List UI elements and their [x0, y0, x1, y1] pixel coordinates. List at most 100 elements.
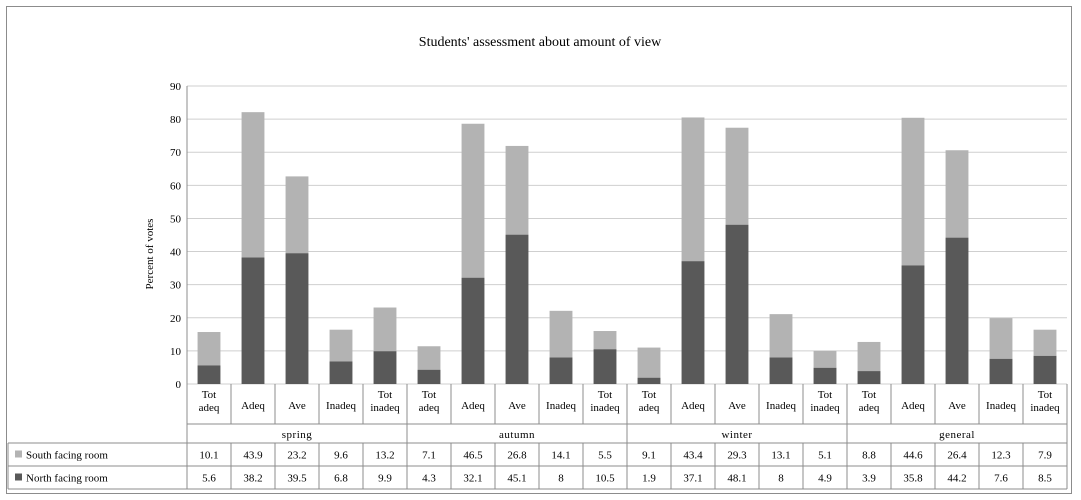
category-label: inadeq [370, 402, 400, 414]
y-tick-label: 30 [170, 280, 182, 292]
table-value: 13.2 [375, 450, 394, 462]
legend-label: South facing room [26, 450, 108, 462]
table-value: 44.2 [947, 473, 966, 485]
table-value: 7.1 [422, 450, 436, 462]
table-value: 4.9 [818, 473, 832, 485]
category-label: Ave [948, 400, 966, 412]
bar-north-facing-room [373, 351, 397, 384]
category-label: Tot [378, 389, 393, 401]
category-label: inadeq [590, 402, 620, 414]
bar-north-facing-room [637, 377, 661, 384]
bar-south-facing-room [461, 123, 485, 278]
category-label: Inadeq [326, 400, 356, 412]
table-value: 46.5 [463, 450, 483, 462]
y-tick-label: 70 [170, 147, 182, 159]
table-value: 8 [778, 473, 784, 485]
bar-north-facing-room [505, 234, 529, 384]
table-value: 8 [558, 473, 564, 485]
chart-title: Students' assessment about amount of vie… [419, 35, 662, 50]
legend-label: North facing room [26, 473, 108, 485]
bar-south-facing-room [417, 346, 441, 370]
bar-north-facing-room [197, 365, 221, 384]
table-value: 32.1 [463, 473, 482, 485]
category-label: adeq [199, 402, 220, 414]
bar-south-facing-room [329, 329, 353, 362]
bar-south-facing-room [901, 117, 925, 266]
table-value: 5.6 [202, 473, 216, 485]
table-value: 37.1 [683, 473, 702, 485]
category-label: Tot [818, 389, 833, 401]
table-value: 4.3 [422, 473, 436, 485]
table-value: 44.6 [903, 450, 923, 462]
y-tick-label: 20 [170, 313, 182, 325]
table-value: 12.3 [991, 450, 1011, 462]
table-value: 43.9 [243, 450, 263, 462]
category-label: Tot [862, 389, 877, 401]
bar-south-facing-room [989, 318, 1013, 359]
table-value: 13.1 [771, 450, 790, 462]
table-value: 7.9 [1038, 450, 1052, 462]
category-label: adeq [639, 402, 660, 414]
bar-south-facing-room [769, 314, 793, 358]
table-value: 38.2 [243, 473, 262, 485]
bar-south-facing-room [725, 127, 749, 225]
bar-north-facing-room [901, 265, 925, 384]
bar-north-facing-room [417, 369, 441, 384]
table-value: 39.5 [287, 473, 307, 485]
table-value: 43.4 [683, 450, 703, 462]
bar-south-facing-room [593, 331, 617, 350]
category-label: Tot [598, 389, 613, 401]
bar-south-facing-room [813, 350, 837, 368]
bar-north-facing-room [813, 367, 837, 384]
bar-south-facing-room [373, 307, 397, 352]
bar-south-facing-room [285, 176, 309, 254]
category-label: Adeq [461, 400, 485, 412]
category-label: Tot [422, 389, 437, 401]
table-value: 29.3 [727, 450, 747, 462]
category-label: Tot [202, 389, 217, 401]
gridlines [186, 85, 1067, 385]
bar-north-facing-room [769, 357, 793, 384]
category-label: Inadeq [766, 400, 796, 412]
legend-key [15, 450, 22, 458]
group-label: autumn [499, 429, 535, 441]
bar-north-facing-room [945, 237, 969, 384]
category-label: Tot [642, 389, 657, 401]
table-value: 5.5 [598, 450, 612, 462]
bar-north-facing-room [549, 357, 573, 384]
bar-north-facing-room [681, 261, 705, 384]
bar-south-facing-room [197, 332, 221, 366]
y-axis-label: Percent of votes [144, 219, 156, 290]
table-value: 26.4 [947, 450, 967, 462]
category-label: inadeq [1030, 402, 1060, 414]
bar-north-facing-room [461, 277, 485, 384]
table-value: 7.6 [994, 473, 1008, 485]
y-tick-label: 90 [170, 81, 182, 93]
bar-north-facing-room [329, 361, 353, 384]
category-label: Adeq [681, 400, 705, 412]
bar-south-facing-room [637, 347, 661, 378]
bar-south-facing-room [241, 112, 265, 258]
group-label: general [939, 429, 975, 441]
table-value: 8.5 [1038, 473, 1052, 485]
category-label: Ave [288, 400, 306, 412]
table-value: 10.1 [199, 450, 218, 462]
category-label: adeq [859, 402, 880, 414]
category-label: Ave [508, 400, 526, 412]
group-label: spring [282, 429, 313, 441]
table-value: 9.1 [642, 450, 656, 462]
bar-south-facing-room [681, 117, 705, 262]
group-label: winter [721, 429, 752, 441]
category-label: Inadeq [986, 400, 1016, 412]
category-label: Inadeq [546, 400, 576, 412]
table-value: 14.1 [551, 450, 570, 462]
table-value: 45.1 [507, 473, 526, 485]
bar-south-facing-room [505, 145, 529, 235]
table-value: 10.5 [595, 473, 615, 485]
category-label: adeq [419, 402, 440, 414]
table-value: 23.2 [287, 450, 306, 462]
bar-north-facing-room [285, 253, 309, 384]
bar-north-facing-room [857, 371, 881, 384]
